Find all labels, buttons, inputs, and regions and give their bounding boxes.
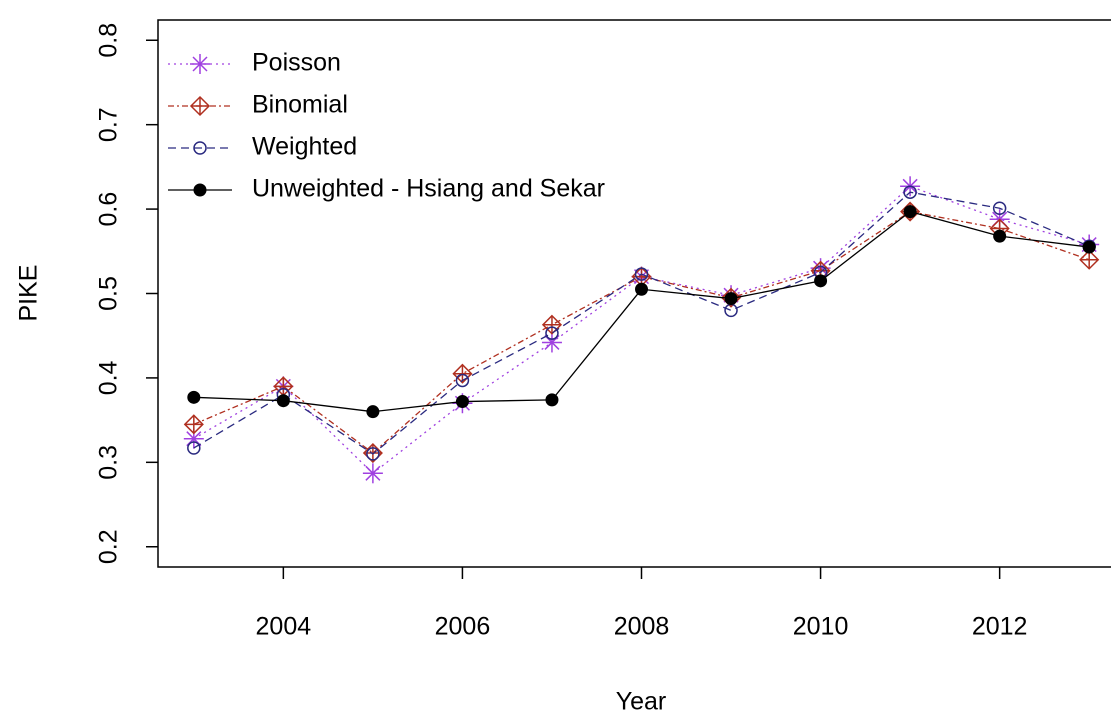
point-marker [455, 395, 469, 409]
x-tick-label: 2006 [435, 613, 491, 641]
x-tick-label: 2012 [972, 613, 1028, 641]
marker-shape [366, 447, 380, 461]
point-marker [183, 414, 204, 435]
point-marker [635, 282, 648, 296]
point-marker [366, 447, 380, 461]
marker-stroke [365, 465, 381, 481]
legend-label: Weighted [252, 133, 357, 161]
point-marker [366, 405, 380, 419]
point-marker [993, 229, 1007, 243]
marker-shape [545, 393, 559, 407]
point-marker [992, 201, 1007, 215]
y-tick-label: 0.7 [95, 107, 123, 142]
point-marker [189, 95, 211, 117]
legend-label: Binomial [252, 91, 348, 119]
y-tick-label: 0.8 [95, 23, 123, 58]
x-tick-label: 2008 [614, 613, 670, 641]
marker-shape [187, 390, 201, 404]
point-marker [903, 185, 917, 199]
marker-shape [276, 394, 290, 408]
y-tick-label: 0.5 [95, 276, 123, 311]
marker-shape [634, 267, 649, 281]
marker-shape [903, 185, 917, 199]
x-axis-title: Year [616, 688, 667, 716]
point-marker [545, 326, 559, 340]
marker-shape [193, 183, 207, 197]
x-tick-label: 2010 [793, 613, 849, 641]
x-tick-label: 2004 [256, 613, 312, 641]
marker-stroke [192, 56, 208, 72]
marker-shape [193, 141, 207, 155]
point-marker [724, 292, 738, 306]
y-axis-title: PIKE [15, 265, 43, 322]
point-marker [541, 314, 563, 335]
marker-shape [366, 405, 380, 419]
series-line [193, 210, 1090, 413]
marker-shape [1082, 240, 1096, 254]
point-marker [193, 183, 207, 197]
marker-shape [187, 441, 201, 455]
point-marker [276, 394, 290, 408]
point-marker [455, 373, 470, 388]
point-marker [1082, 240, 1096, 254]
point-marker [193, 141, 207, 155]
marker-shape [635, 282, 648, 296]
point-marker [362, 463, 383, 484]
point-marker [814, 274, 828, 288]
marker-shape [455, 395, 469, 409]
marker-shape [903, 205, 917, 219]
point-marker [452, 363, 473, 384]
point-marker [903, 205, 917, 219]
marker-shape [455, 373, 470, 388]
legend-label: Unweighted - Hsiang and Sekar [252, 175, 605, 203]
point-marker [187, 441, 201, 455]
marker-shape [992, 201, 1007, 215]
marker-shape [545, 326, 559, 340]
series-line [193, 210, 1090, 454]
legend-label: Poisson [252, 49, 341, 77]
point-marker [545, 393, 559, 407]
point-marker [541, 332, 562, 353]
marker-shape [724, 292, 738, 306]
y-tick-label: 0.6 [95, 192, 123, 227]
point-marker [187, 390, 201, 404]
marker-shape [814, 274, 828, 288]
point-marker [634, 267, 649, 281]
series-line [193, 191, 1090, 455]
marker-shape [993, 229, 1007, 243]
point-marker [1079, 249, 1100, 270]
y-tick-label: 0.2 [95, 529, 123, 564]
y-tick-label: 0.3 [95, 445, 123, 480]
series-line [193, 185, 1090, 475]
y-tick-label: 0.4 [95, 360, 123, 395]
point-marker [190, 54, 210, 74]
